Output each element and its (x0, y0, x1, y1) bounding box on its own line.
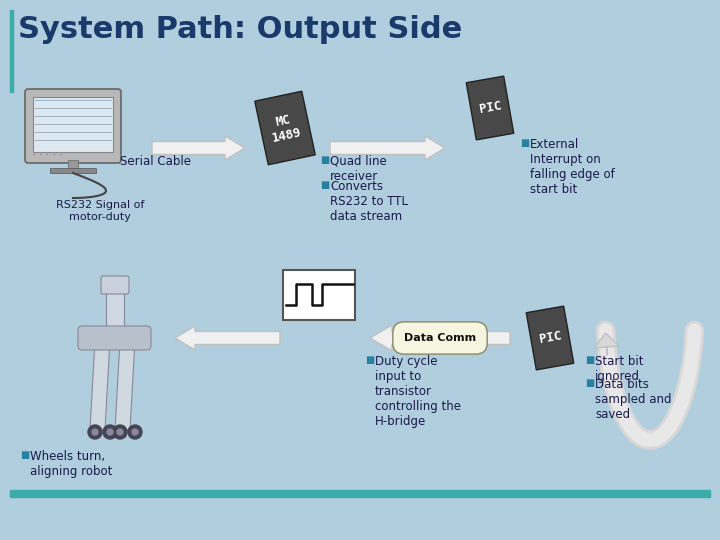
Circle shape (88, 425, 102, 439)
Circle shape (132, 429, 138, 435)
Polygon shape (152, 136, 245, 160)
Text: ■: ■ (585, 355, 594, 365)
Polygon shape (526, 306, 574, 370)
FancyBboxPatch shape (101, 276, 129, 294)
FancyBboxPatch shape (78, 326, 151, 350)
Text: PIC: PIC (538, 329, 562, 346)
Text: ■: ■ (365, 355, 374, 365)
Text: Data Comm: Data Comm (404, 333, 476, 343)
Polygon shape (330, 136, 445, 160)
FancyBboxPatch shape (25, 89, 121, 163)
Text: Quad line
receiver: Quad line receiver (330, 155, 387, 183)
Text: Serial Cable: Serial Cable (120, 155, 191, 168)
Text: MC
1489: MC 1489 (267, 111, 302, 145)
Text: ■: ■ (320, 180, 329, 190)
Text: RS232 Signal of
motor-duty: RS232 Signal of motor-duty (56, 200, 144, 221)
Text: Wheels turn,
aligning robot: Wheels turn, aligning robot (30, 450, 112, 478)
Polygon shape (370, 325, 510, 351)
Circle shape (128, 425, 142, 439)
Bar (283, 270, 355, 320)
Text: ■: ■ (520, 138, 529, 148)
Bar (106, 285, 124, 330)
Circle shape (103, 425, 117, 439)
Text: Duty cycle
input to
transistor
controlling the
H-bridge: Duty cycle input to transistor controlli… (375, 355, 461, 428)
Circle shape (107, 429, 113, 435)
Text: ■: ■ (320, 155, 329, 165)
Text: ·  ·  ·  ·  ·: · · · · · (33, 152, 62, 158)
Polygon shape (90, 340, 110, 430)
Text: ■: ■ (20, 450, 30, 460)
Text: ■: ■ (585, 378, 594, 388)
Polygon shape (467, 76, 514, 140)
Bar (33, 97, 113, 152)
Bar (50, 168, 96, 173)
Polygon shape (175, 326, 280, 350)
Polygon shape (255, 91, 315, 165)
Text: Data bits
sampled and
saved: Data bits sampled and saved (595, 378, 672, 421)
Bar (68, 160, 78, 168)
Text: PIC: PIC (478, 100, 503, 116)
Bar (10, 10, 13, 92)
Bar (10, 492, 710, 497)
Text: External
Interrupt on
falling edge of
start bit: External Interrupt on falling edge of st… (530, 138, 615, 196)
Circle shape (92, 429, 98, 435)
Text: Converts
RS232 to TTL
data stream: Converts RS232 to TTL data stream (330, 180, 408, 223)
Text: Start bit
ignored: Start bit ignored (595, 355, 644, 383)
Circle shape (113, 425, 127, 439)
Text: System Path: Output Side: System Path: Output Side (18, 15, 462, 44)
Polygon shape (115, 340, 135, 430)
Bar (10, 490, 710, 494)
Circle shape (117, 429, 123, 435)
